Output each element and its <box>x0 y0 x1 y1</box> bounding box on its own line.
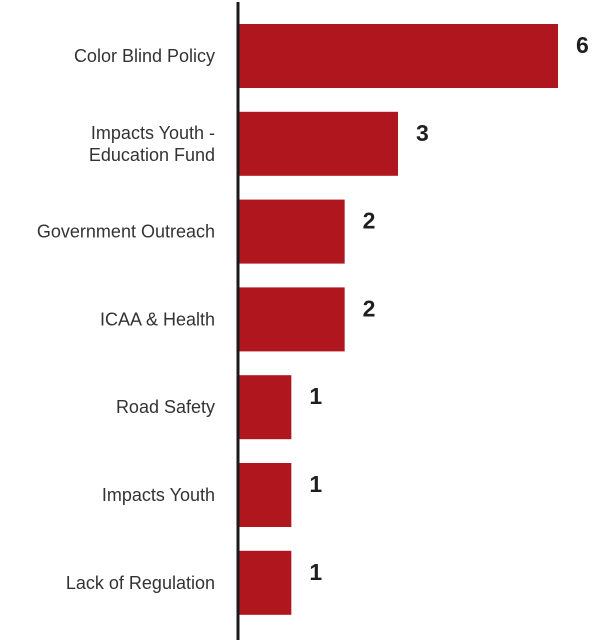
bar-3 <box>238 199 345 264</box>
category-label-2-line-2: Education Fund <box>89 145 215 165</box>
value-label-3: 2 <box>363 208 376 234</box>
category-label-1: Color Blind Policy <box>74 46 215 66</box>
value-label-2: 3 <box>416 120 429 146</box>
category-label-6: Impacts Youth <box>102 485 215 505</box>
value-label-7: 1 <box>309 559 322 585</box>
category-label-3: Government Outreach <box>37 222 215 242</box>
category-labels-group: Color Blind Policy Impacts Youth -Educati… <box>37 46 215 593</box>
value-label-6: 1 <box>309 471 322 497</box>
category-label-2-line-1: Impacts Youth - <box>91 123 215 143</box>
value-labels-group: 6 3 2 2 1 1 1 <box>309 32 588 585</box>
bar-2 <box>238 111 398 176</box>
category-label-5: Road Safety <box>116 397 215 417</box>
bar-1 <box>238 24 558 88</box>
bar-6 <box>238 463 292 527</box>
bar-5 <box>238 375 292 440</box>
bars-group <box>238 24 558 615</box>
value-label-1: 6 <box>576 32 589 58</box>
bar-4 <box>238 287 345 352</box>
value-label-4: 2 <box>363 295 376 321</box>
bar-7 <box>238 550 292 615</box>
value-label-5: 1 <box>309 383 322 409</box>
category-label-7: Lack of Regulation <box>66 573 215 593</box>
category-label-4: ICAA & Health <box>100 309 215 329</box>
